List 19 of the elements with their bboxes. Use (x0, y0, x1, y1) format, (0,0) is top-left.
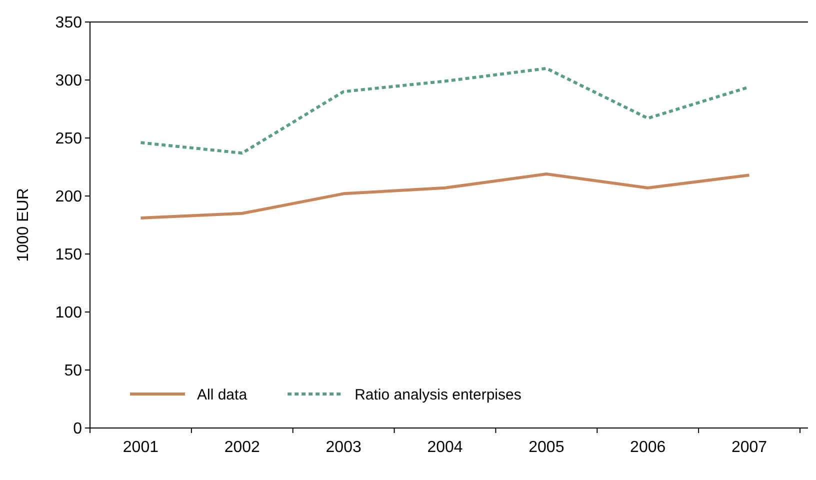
x-tick-label: 2002 (224, 439, 260, 456)
y-axis-title: 1000 EUR (15, 188, 32, 262)
x-tick-label: 2004 (427, 439, 463, 456)
x-tick-label: 2005 (528, 439, 564, 456)
x-tick-label: 2001 (122, 439, 159, 456)
x-tick-label: 2006 (630, 439, 666, 456)
legend-label: Ratio analysis enterpises (354, 386, 522, 404)
y-tick-label: 350 (55, 14, 82, 32)
y-tick-label: 50 (64, 362, 82, 380)
y-tick-label: 250 (55, 130, 82, 148)
y-tick-label: 0 (73, 420, 82, 438)
y-tick-label: 100 (55, 304, 82, 322)
y-tick-label: 150 (55, 246, 82, 264)
x-tick-label: 2003 (326, 439, 362, 456)
y-tick-label: 200 (55, 188, 82, 206)
x-tick-label: 2007 (731, 439, 768, 456)
line-series (139, 172, 751, 220)
y-tick-label: 300 (55, 72, 82, 90)
legend-label: All data (197, 386, 248, 404)
